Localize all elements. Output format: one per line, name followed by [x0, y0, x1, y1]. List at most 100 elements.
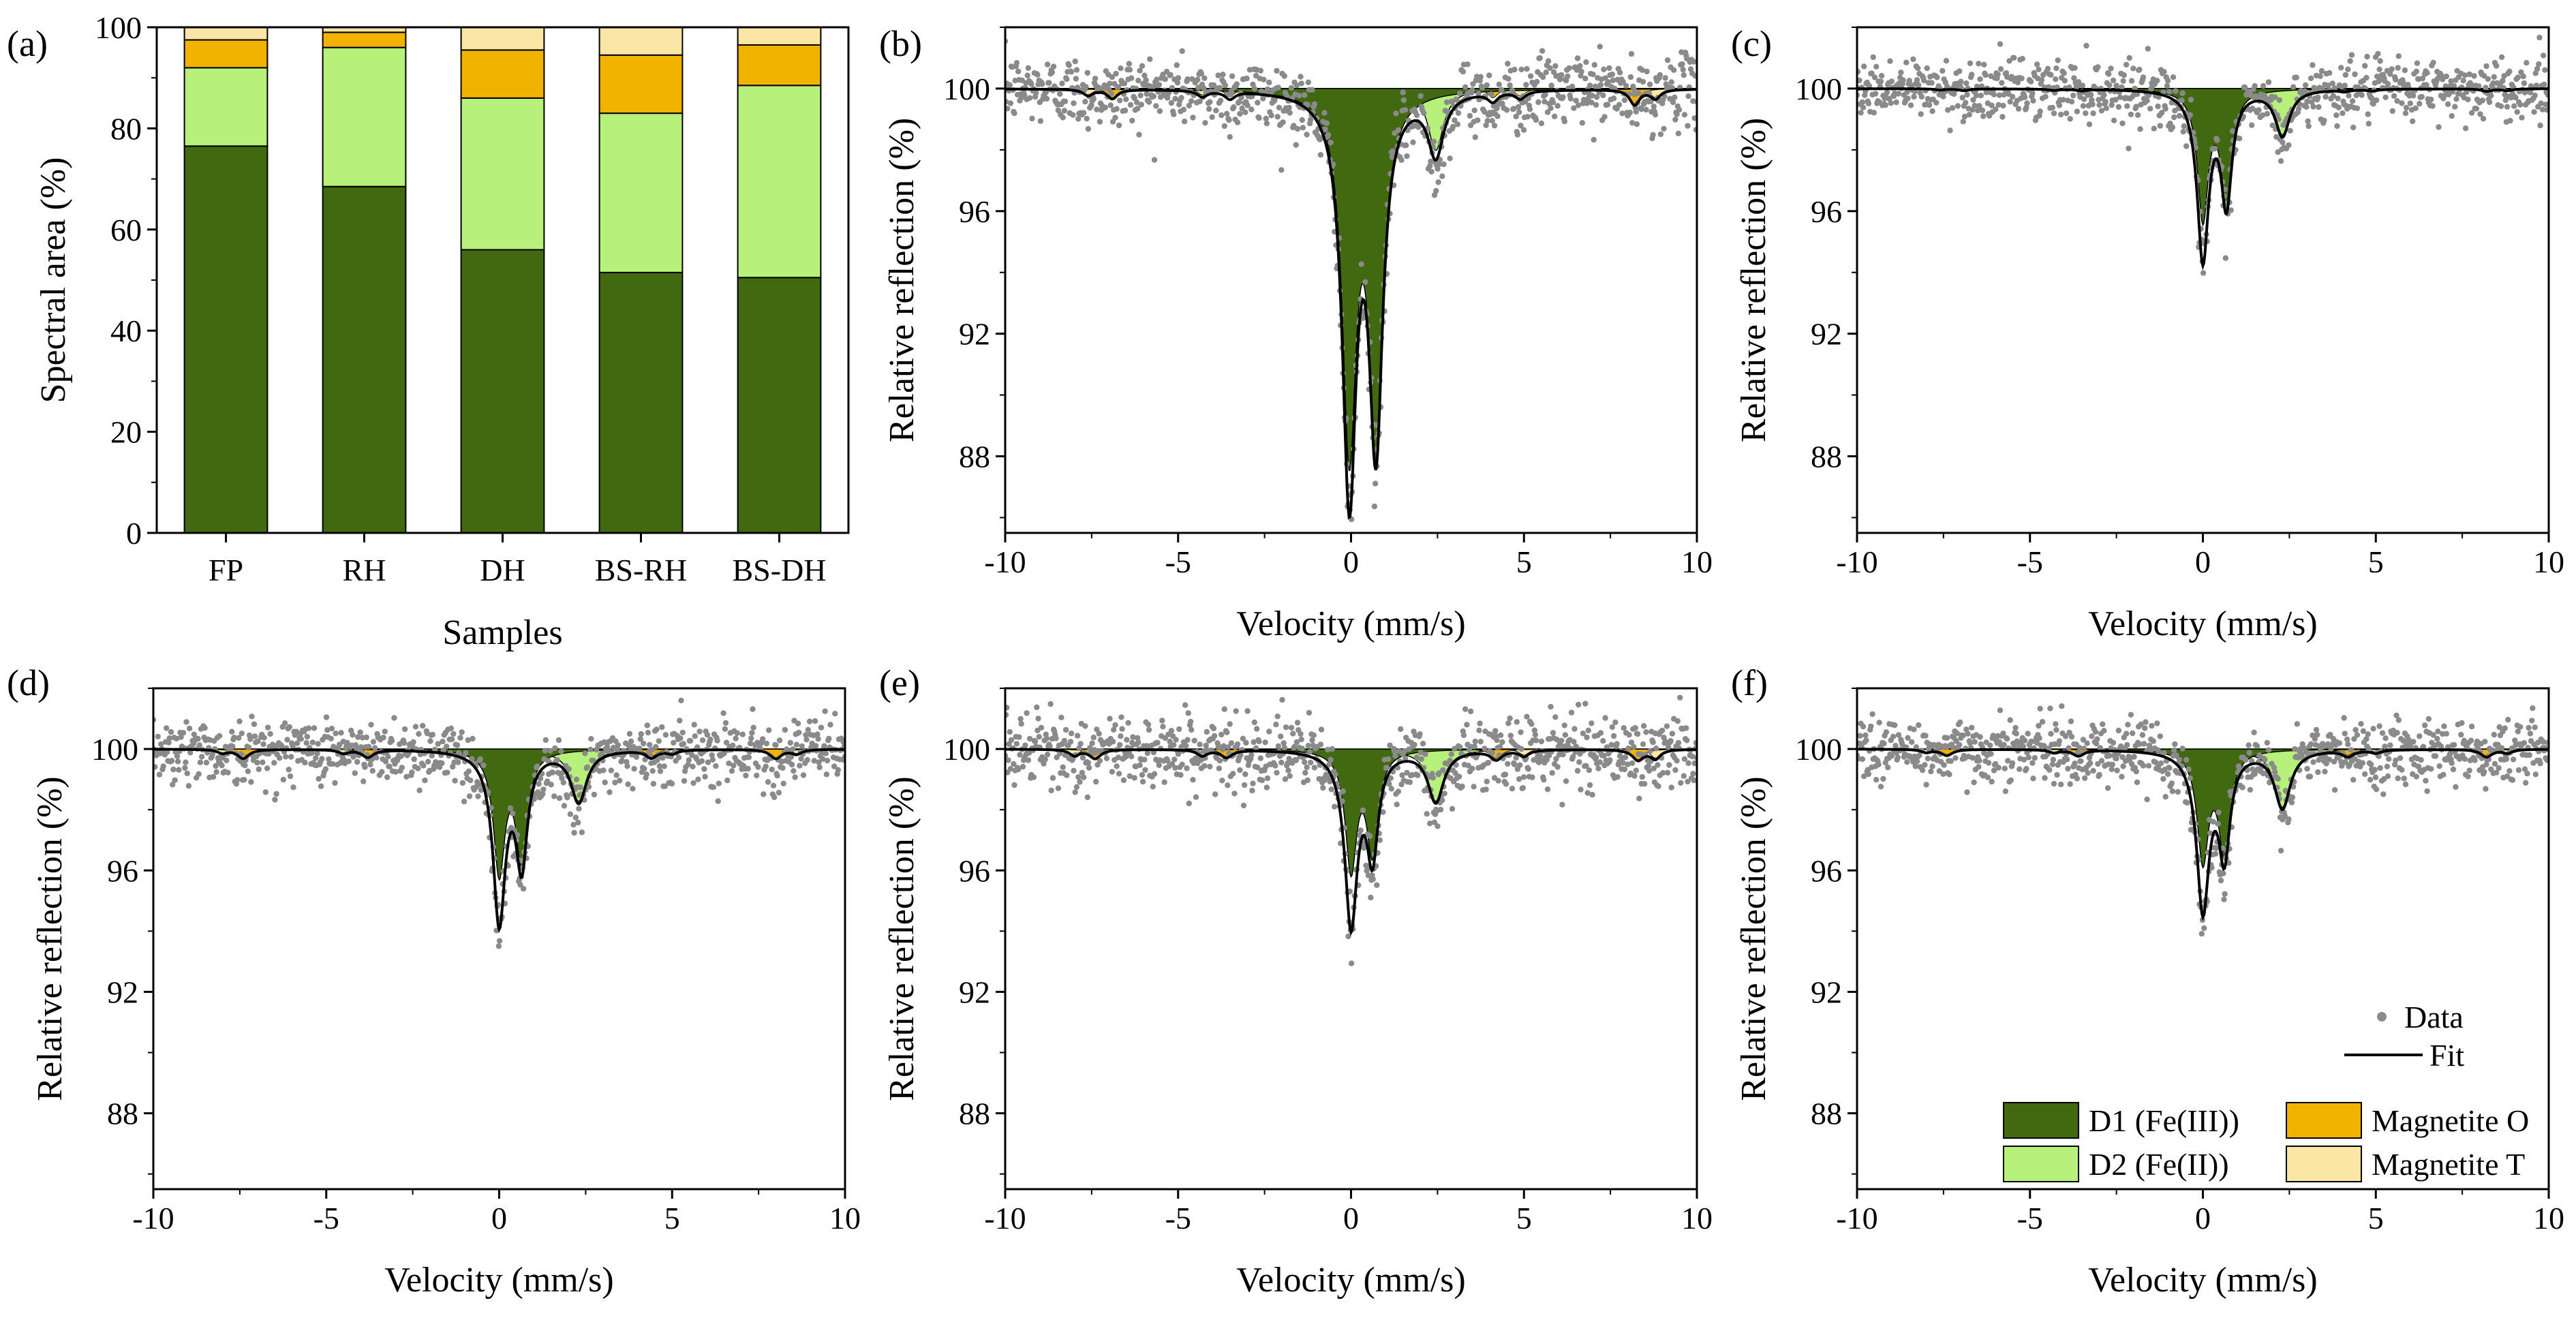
data-point [1340, 788, 1346, 795]
data-point [559, 775, 565, 782]
data-point [1441, 161, 1447, 168]
data-point [1142, 767, 1148, 773]
data-point [2144, 97, 2150, 104]
data-point [1477, 739, 1484, 745]
data-point [2373, 786, 2380, 793]
data-point [319, 756, 325, 762]
data-point [2507, 117, 2513, 124]
data-point [2109, 761, 2115, 768]
data-point [465, 768, 472, 775]
data-point [1216, 85, 1223, 91]
data-point [1895, 732, 1902, 738]
x-tick-label: -5 [2017, 544, 2043, 579]
data-point [1494, 737, 1500, 743]
data-point [2330, 93, 2337, 99]
data-point [1540, 74, 1546, 80]
data-point [1179, 48, 1185, 55]
data-point [2024, 100, 2030, 106]
data-point [1111, 726, 1117, 733]
data-point [1084, 115, 1090, 122]
data-point [1548, 703, 1554, 710]
data-point [649, 747, 655, 753]
data-point [1575, 701, 1582, 708]
data-point [1666, 744, 1672, 750]
data-point [2076, 79, 2082, 85]
data-point [2176, 112, 2183, 119]
data-point [2488, 93, 2494, 99]
data-point [1075, 774, 1082, 780]
data-point [2340, 110, 2346, 117]
data-point [1072, 789, 1078, 795]
data-point [1082, 723, 1088, 729]
data-point [2169, 788, 2176, 795]
data-point [2084, 740, 2090, 746]
x-tick-label: -5 [1165, 1201, 1191, 1235]
data-point [1109, 739, 1116, 745]
data-point [1612, 719, 1619, 726]
data-point [1147, 56, 1153, 63]
data-point [1690, 771, 1696, 777]
data-point [821, 743, 827, 749]
data-point [416, 787, 423, 794]
data-point [1174, 62, 1180, 68]
data-point [734, 730, 741, 737]
data-point [1499, 100, 1505, 107]
data-point [1947, 127, 1953, 134]
data-point [1203, 728, 1210, 735]
data-point [1266, 728, 1272, 735]
data-point [2083, 110, 2089, 117]
data-point [1159, 718, 1165, 724]
data-point [654, 726, 660, 733]
data-point [814, 731, 821, 737]
data-point [1264, 775, 1271, 782]
data-point [2068, 718, 2074, 724]
data-point [1395, 127, 1402, 133]
data-point [733, 735, 739, 741]
data-point [1482, 109, 1488, 115]
data-point [573, 776, 580, 782]
data-point [1638, 106, 1644, 112]
data-point [1881, 740, 1887, 747]
data-point [373, 754, 380, 761]
data-point [2542, 67, 2548, 73]
data-point [1339, 798, 1345, 805]
data-point [1995, 765, 2002, 771]
data-point [2314, 731, 2320, 738]
data-point [695, 776, 701, 782]
data-point [1859, 99, 1866, 106]
data-point [1691, 59, 1697, 65]
data-point [510, 810, 516, 816]
data-point [599, 750, 605, 756]
data-point [1278, 759, 1285, 766]
data-point [2506, 68, 2513, 75]
data-point [1467, 112, 1473, 119]
data-point [1213, 108, 1219, 114]
data-point [294, 740, 301, 746]
data-point [2485, 76, 2491, 82]
data-point [677, 718, 683, 724]
data-point [2376, 753, 2382, 759]
data-point [1621, 725, 1627, 731]
data-point [382, 758, 389, 765]
data-point [2042, 775, 2048, 781]
data-point [2483, 786, 2489, 792]
data-point [231, 735, 237, 741]
data-point [358, 744, 364, 750]
data-point [1296, 93, 1302, 99]
data-point [1179, 761, 1185, 768]
data-point [2430, 59, 2436, 66]
data-point [690, 780, 696, 786]
data-point [1520, 785, 1526, 791]
data-point [2466, 767, 2472, 773]
data-point [2037, 705, 2043, 712]
data-point [2271, 94, 2278, 100]
data-point [1211, 733, 1218, 739]
data-point [2089, 733, 2095, 739]
data-point [2305, 118, 2311, 125]
data-point [1234, 741, 1241, 748]
data-point [2136, 741, 2143, 748]
data-point [2529, 718, 2535, 724]
data-point [1161, 779, 1167, 786]
data-point [1372, 480, 1379, 487]
